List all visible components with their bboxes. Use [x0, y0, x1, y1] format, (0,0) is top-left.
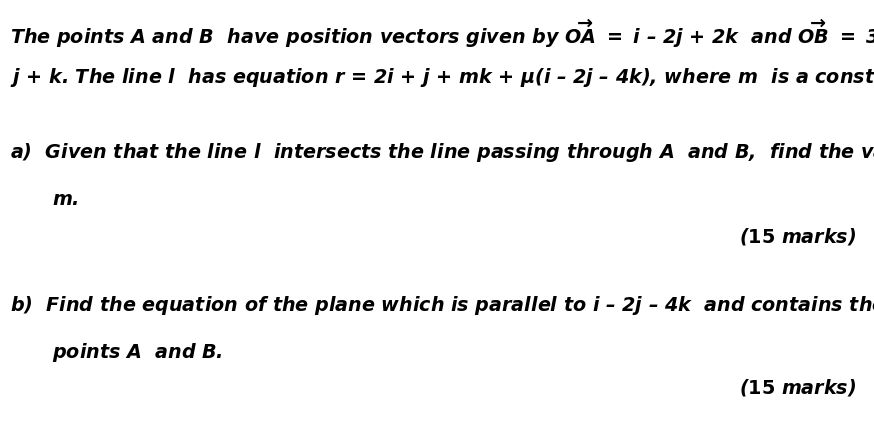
- Text: $\it{b}$)  Find the equation of the plane which is parallel to $\it{i}$ – 2$\it{: $\it{b}$) Find the equation of the plane…: [10, 294, 874, 317]
- Text: $\it{m}$.: $\it{m}$.: [52, 190, 80, 209]
- Text: points $\it{A}$  and $\it{B}$.: points $\it{A}$ and $\it{B}$.: [52, 341, 224, 364]
- Text: The points $\it{A}$ and $\it{B}$  have position vectors given by $\overrightarro: The points $\it{A}$ and $\it{B}$ have po…: [10, 17, 874, 50]
- Text: ($\it{15}$ marks): ($\it{15}$ marks): [739, 226, 857, 247]
- Text: $\it{a}$)  Given that the line $\it{l}$  intersects the line passing through $\i: $\it{a}$) Given that the line $\it{l}$ i…: [10, 141, 874, 164]
- Text: $\it{j}$ + $\it{k}$. The line $\it{l}$  has equation $\it{r}$ = 2$\it{i}$ + $\it: $\it{j}$ + $\it{k}$. The line $\it{l}$ h…: [10, 66, 874, 89]
- Text: ($\it{15}$ marks): ($\it{15}$ marks): [739, 377, 857, 398]
